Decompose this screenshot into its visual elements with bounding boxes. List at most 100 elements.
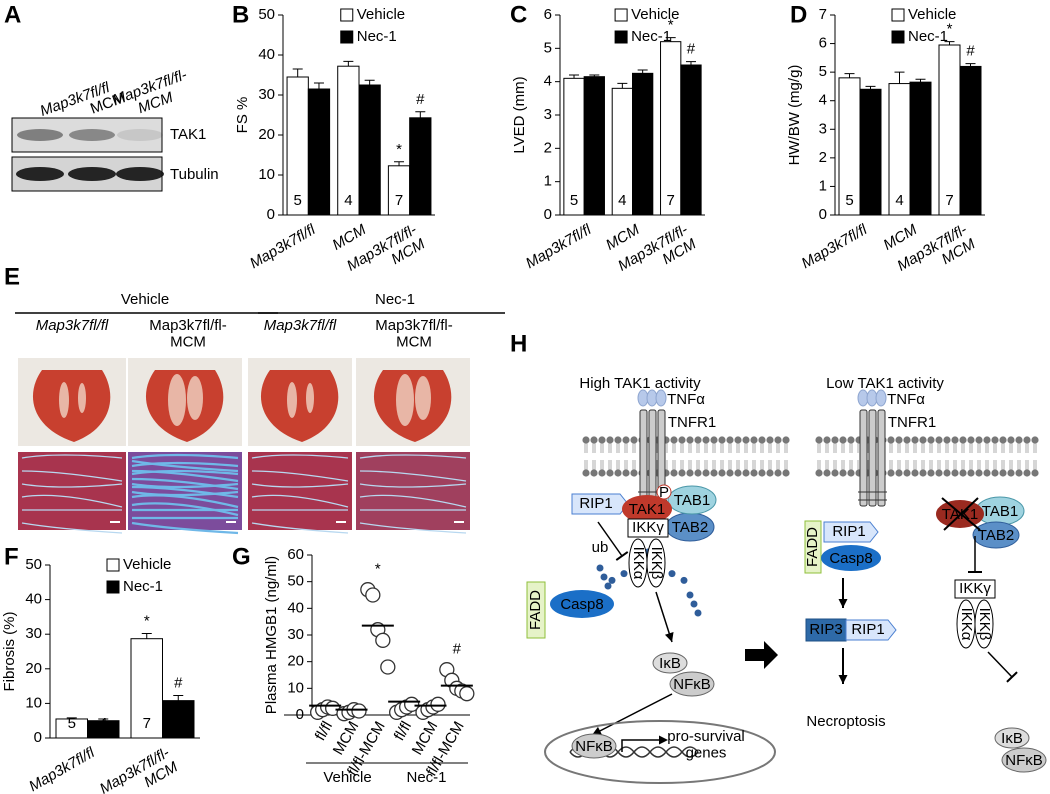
significance: # [687,41,696,58]
diagram-label: RIP1 [851,621,884,638]
lipid-head [742,469,750,477]
lipid-tail [592,443,596,470]
y-tick-label: 5 [819,63,827,80]
casp8 [821,545,881,571]
n-label: 5 [294,192,302,209]
lipid-head [774,469,782,477]
error-bar [98,718,109,721]
error-bar [915,78,926,83]
lipid-tail [977,443,981,470]
n-label: 5 [570,192,578,209]
lipid-head [694,469,702,477]
y-tick-label: 30 [287,626,304,643]
blot-sample-label: Map3k7fl/fl-MCM [110,66,194,124]
lipid-head [943,436,951,444]
lipid-tail [616,443,620,470]
panel-letter: A [4,1,21,28]
lipid-head [815,436,823,444]
lipid-head [887,469,895,477]
lipid-tail [776,443,780,470]
x-tick-label: fl/fl [312,718,336,743]
collagen-streak [359,494,467,508]
collagen-streak [251,470,349,482]
legend-swatch [614,30,628,44]
heart [260,370,339,442]
significance: * [144,612,150,629]
lipid-tail [688,443,692,470]
diagram-label: Casp8 [560,596,603,613]
collagen-streak [131,521,239,535]
ubiquitin [668,570,676,578]
panel-letter: F [4,543,19,570]
ligand [655,389,667,407]
collagen-streak [131,469,239,483]
lipid-head [919,436,927,444]
ubiquitin [694,609,702,617]
n-label: 4 [866,192,874,209]
lipid-tail [680,443,684,470]
lipid-head [582,436,590,444]
collagen-streak [131,494,239,509]
n-label: 5 [687,192,695,209]
error-bar [364,79,375,85]
lipid-head [847,436,855,444]
lipid-tail [704,443,708,470]
lipid-tail [905,443,909,470]
diagram-label: High TAK1 activity [579,375,701,392]
diagram-label: FADD [527,590,544,630]
significance: # [416,91,425,108]
collagen-streak [131,485,239,499]
arrowhead [659,735,668,745]
lipid-tail [993,443,997,470]
error-bar [313,82,324,89]
error-bar [965,63,976,67]
error-bar [894,71,905,84]
lipid-head [678,469,686,477]
y-tick-label: 1 [819,177,827,194]
n-label: 7 [395,192,403,209]
lipid-head [758,436,766,444]
diagram-label: RIP1 [579,495,612,512]
lipid-head [750,469,758,477]
lipid-head [1007,436,1015,444]
n-label: 5 [68,715,76,732]
data-point [365,587,381,603]
n-label: 7 [945,192,953,209]
legend-swatch [106,580,120,594]
diagram-label: pro-survival genes [667,728,745,762]
fadd [804,520,822,574]
lipid-head [590,469,598,477]
lipid-head [598,436,606,444]
phospho [656,484,672,500]
lipid-head [694,436,702,444]
n-label: 5 [966,192,974,209]
y-tick-label: 3 [544,106,552,123]
n-label: 5 [174,715,182,732]
lipid-head [959,436,967,444]
ikk-gamma [954,579,996,599]
n-label: 7 [143,715,151,732]
lipid-head [630,469,638,477]
diagram-label: TNFR1 [668,414,716,431]
y-tick-label: 60 [287,546,304,563]
chamber [187,376,203,420]
collagen-streak [251,522,349,534]
ikb [994,727,1030,749]
y-tick-label: 50 [25,556,42,573]
ubiquitin [604,582,612,590]
lipid-tail [632,443,636,470]
lipid-tail [841,443,845,470]
lipid-tail [608,443,612,470]
histology-section [248,452,352,530]
lipid-head [935,436,943,444]
lipid-head [847,469,855,477]
error-bar [66,717,77,719]
error-bar [569,74,580,79]
n-label: 5 [845,192,853,209]
error-bar [617,82,628,89]
collagen-streak [21,483,123,488]
receptor [877,409,886,507]
lipid-head [991,436,999,444]
error-bar [944,41,955,45]
